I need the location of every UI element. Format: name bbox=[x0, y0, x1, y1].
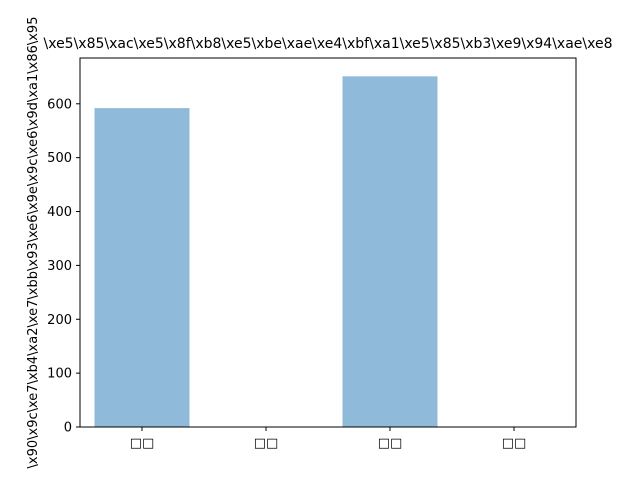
bar bbox=[342, 76, 438, 427]
y-tick-label: 400 bbox=[47, 205, 72, 220]
plot-frame bbox=[79, 57, 577, 428]
y-tick-label: 600 bbox=[47, 97, 72, 112]
y-tick-label: 500 bbox=[47, 151, 72, 166]
chart-title: \xe5\x85\xac\xe5\x8f\xb8\xe5\xbe\xae\xe4… bbox=[44, 36, 613, 52]
x-tick-label: □□ bbox=[378, 436, 403, 451]
y-ticks-group: 0 100 200 300 400 500 600 bbox=[47, 97, 80, 436]
x-tick-label: □□ bbox=[254, 436, 279, 451]
x-ticks-group: □□ □□ □□ □□ bbox=[130, 427, 527, 451]
bars-group bbox=[94, 76, 438, 427]
y-tick-label: 200 bbox=[47, 313, 72, 328]
y-axis-label: \x90\x9c\xe7\xb4\xa2\xe7\xbb\x93\xe6\x9e… bbox=[26, 17, 41, 469]
x-tick-label: □□ bbox=[130, 436, 155, 451]
y-tick-label: 300 bbox=[47, 259, 72, 274]
bar bbox=[94, 108, 190, 427]
x-tick-label: □□ bbox=[502, 436, 527, 451]
y-tick-label: 100 bbox=[47, 367, 72, 382]
y-tick-label: 0 bbox=[64, 421, 72, 436]
